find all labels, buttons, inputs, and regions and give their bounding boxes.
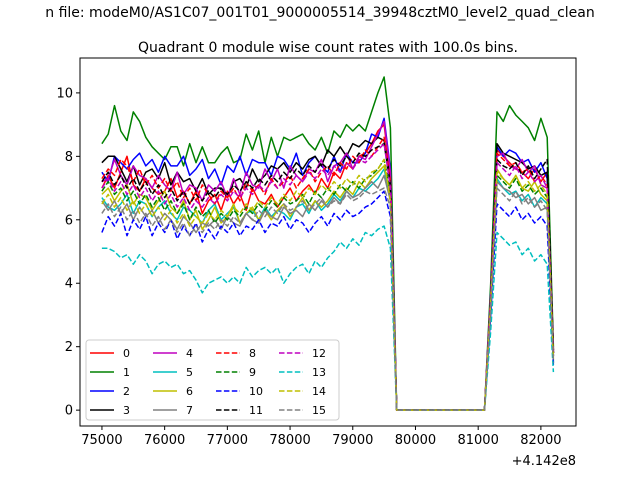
x-tick-label: 80000 bbox=[395, 433, 436, 448]
legend-label-10: 10 bbox=[249, 385, 263, 398]
y-tick-label: 4 bbox=[65, 277, 73, 292]
legend-label-4: 4 bbox=[186, 347, 193, 360]
x-tick-label: 75000 bbox=[81, 433, 122, 448]
legend-label-11: 11 bbox=[249, 404, 263, 417]
y-axis: 0 2 4 6 8 10 bbox=[56, 86, 80, 419]
x-tick-label: 79000 bbox=[332, 433, 373, 448]
legend-label-12: 12 bbox=[312, 347, 326, 360]
legend-label-9: 9 bbox=[249, 366, 256, 379]
y-tick-label: 6 bbox=[65, 213, 73, 228]
legend-label-6: 6 bbox=[186, 385, 193, 398]
x-axis-offset-label: +4.142e8 bbox=[512, 454, 576, 469]
legend-label-15: 15 bbox=[312, 404, 326, 417]
legend-label-5: 5 bbox=[186, 366, 193, 379]
legend-label-2: 2 bbox=[123, 385, 130, 398]
plot-frame bbox=[79, 57, 577, 427]
legend-label-0: 0 bbox=[123, 347, 130, 360]
y-tick-label: 0 bbox=[65, 404, 73, 419]
legend-label-1: 1 bbox=[123, 366, 130, 379]
y-tick-label: 2 bbox=[65, 340, 73, 355]
series-line-12 bbox=[101, 142, 555, 411]
series-line-15 bbox=[101, 187, 555, 411]
x-tick-label: 81000 bbox=[457, 433, 498, 448]
figure-suptitle: n file: modeM0/AS1C07_001T01_9000005514_… bbox=[45, 5, 594, 21]
y-tick-label: 8 bbox=[65, 150, 73, 165]
chart-title: Quadrant 0 module wise count rates with … bbox=[138, 40, 518, 56]
legend-label-14: 14 bbox=[312, 385, 326, 398]
legend-label-7: 7 bbox=[186, 404, 193, 417]
x-tick-label: 78000 bbox=[269, 433, 310, 448]
y-tick-label: 10 bbox=[56, 86, 73, 101]
legend-label-8: 8 bbox=[249, 347, 256, 360]
x-tick-label: 82000 bbox=[520, 433, 561, 448]
legend-label-3: 3 bbox=[123, 404, 130, 417]
x-tick-label: 76000 bbox=[144, 433, 185, 448]
x-tick-label: 77000 bbox=[207, 433, 248, 448]
legend-label-13: 13 bbox=[312, 366, 326, 379]
x-axis: 75000 76000 77000 78000 79000 80000 81000 82000 bbox=[81, 426, 562, 448]
legend-box bbox=[85, 339, 340, 421]
series-group bbox=[101, 76, 555, 411]
